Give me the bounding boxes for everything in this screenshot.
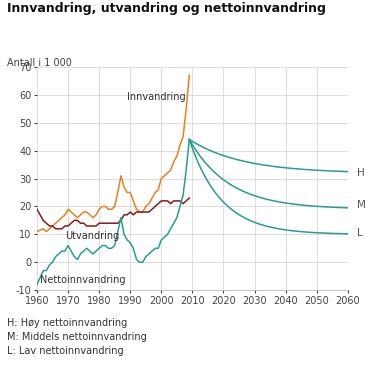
Text: H: H (357, 168, 365, 178)
Text: M: Middels nettoinnvandring: M: Middels nettoinnvandring (7, 332, 147, 342)
Text: M: M (357, 200, 366, 210)
Text: L: L (357, 228, 363, 238)
Text: L: Lav nettoinnvandring: L: Lav nettoinnvandring (7, 346, 124, 356)
Text: Innvandring, utvandring og nettoinnvandring: Innvandring, utvandring og nettoinnvandr… (7, 2, 326, 15)
Text: Antall i 1 000: Antall i 1 000 (7, 58, 72, 68)
Text: Utvandring: Utvandring (65, 231, 119, 241)
Text: Nettoinnvandring: Nettoinnvandring (40, 275, 125, 285)
Text: Innvandring: Innvandring (127, 92, 186, 102)
Text: H: Høy nettoinnvandring: H: Høy nettoinnvandring (7, 318, 128, 328)
